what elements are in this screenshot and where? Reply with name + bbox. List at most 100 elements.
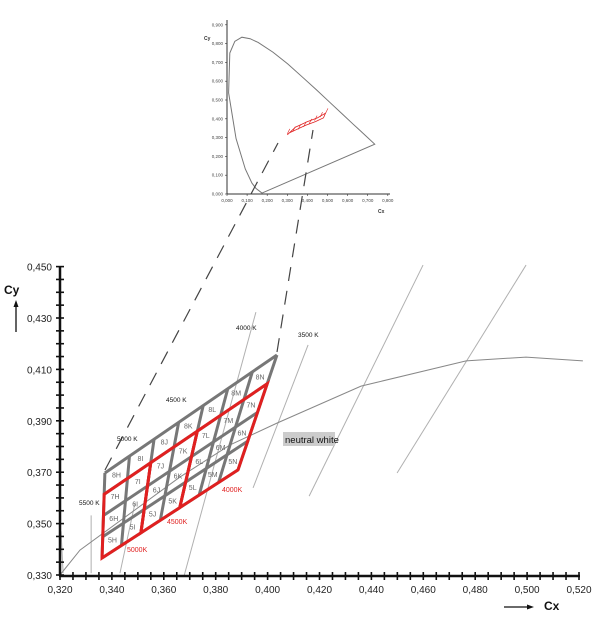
inset-bin-hatch (287, 128, 291, 134)
cct-label-4000: 4000 K (236, 325, 257, 332)
up-arrow-icon (13, 300, 19, 332)
right-arrow-icon (504, 604, 534, 610)
bin-cell-6M: 6M (216, 445, 226, 452)
connector-dashed-right (276, 129, 314, 353)
bin-label-5000k: 5000K (127, 547, 148, 554)
planckian-locus-line (59, 356, 583, 576)
grid-row-line (104, 353, 278, 475)
bin-cell-6L: 6L (195, 459, 203, 466)
bin-cell-8J: 8J (161, 440, 168, 447)
inset-bin-hatch (292, 126, 296, 132)
cct-label-5000: 5000 K (117, 436, 138, 443)
x-tick-label: 0,340 (99, 585, 124, 596)
bin-cell-7H: 7H (111, 494, 120, 501)
bin-cell-5N: 5N (228, 459, 237, 466)
isotherm-line (396, 264, 527, 474)
x-tick-label: 0,400 (255, 585, 280, 596)
inset-y-tick-label: 0,700 (212, 60, 224, 65)
bin-cell-7N: 7N (247, 403, 256, 410)
y-tick-label: 0,430 (27, 314, 52, 325)
x-tick-label: 0,500 (515, 585, 540, 596)
y-tick-label: 0,390 (27, 417, 52, 428)
inset-x-tick-label: 0,800 (382, 198, 394, 203)
bin-cell-6J: 6J (153, 488, 160, 495)
x-tick-label: 0,440 (359, 585, 384, 596)
bin-cell-8K: 8K (184, 423, 193, 430)
spectral-locus (228, 36, 376, 194)
inset-y-tick-label: 0,100 (212, 173, 224, 178)
y-tick-label: 0,350 (27, 520, 52, 531)
inset-x-tick-label: 0,600 (342, 198, 354, 203)
isotherm-line (60, 531, 64, 574)
bin-cell-8H: 8H (112, 472, 121, 479)
grid-column-line (217, 371, 254, 483)
inset-y-tick-label: 0,400 (212, 116, 224, 121)
bin-cell-7I: 7I (135, 479, 141, 486)
cct-label-4500: 4500 K (166, 397, 187, 404)
y-tick-label: 0,370 (27, 468, 52, 479)
x-axis-title: Cx (544, 599, 560, 613)
isotherm-line (183, 311, 257, 577)
bin-cell-6I: 6I (132, 502, 138, 509)
bin-cell-6K: 6K (174, 473, 183, 480)
inset-x-tick-label: 0,000 (221, 198, 233, 203)
bin-cell-7M: 7M (224, 418, 234, 425)
inset-bin-hatch (308, 118, 312, 125)
x-tick-label: 0,520 (566, 585, 591, 596)
inset-bin-hatch (319, 111, 323, 118)
y-axis-title: Cy (4, 283, 20, 297)
inset-bin-hatch (297, 124, 301, 130)
bin-cell-6N: 6N (237, 431, 246, 438)
inset-y-tick-label: 0,000 (212, 192, 224, 197)
bin-cell-5I: 5I (130, 525, 136, 532)
inset-y-tick-label: 0,500 (212, 98, 224, 103)
planckian-locus (59, 356, 583, 576)
cct-label-5500: 5500 K (79, 500, 100, 507)
inset-cie-diagram: 0,000 0,100 0,200 0,300 0,400 0,500 0,600 0,700… (204, 20, 394, 215)
cct-label-3500: 3500 K (298, 332, 319, 339)
inset-y-tick-label: 0,900 (212, 22, 224, 27)
zoom-connector-lines (104, 129, 314, 471)
inset-x-tick-label: 0,200 (262, 198, 274, 203)
bin-label-4000k: 4000K (222, 487, 243, 494)
grid-column-line (119, 455, 131, 546)
bin-group-4000k (177, 379, 271, 511)
y-tick-label: 0,330 (27, 571, 52, 582)
bin-cell-5M: 5M (208, 472, 218, 479)
grid-column-line (197, 388, 230, 496)
grid-row-line (102, 411, 259, 517)
isotherm-line (252, 344, 309, 489)
inset-y-title: Cy (204, 36, 211, 42)
bin-cell-5L: 5L (189, 485, 197, 492)
bin-label-4500k: 4500K (167, 519, 188, 526)
inset-y-tick-label: 0,300 (212, 135, 224, 140)
bin-cell-5J: 5J (149, 511, 156, 518)
inset-x-tick-label: 0,100 (241, 198, 253, 203)
main-axes: 0,320 0,340 0,360 0,380 0,400 0,420 0,440 0,460… (27, 263, 592, 596)
neutral-white-box (283, 432, 335, 446)
bin-cell-8L: 8L (208, 407, 216, 414)
bin-cell-8M: 8M (231, 391, 241, 398)
isotherm-line (119, 502, 136, 574)
x-tick-label: 0,320 (47, 585, 72, 596)
x-tick-label: 0,380 (203, 585, 228, 596)
inset-bin-hatch (303, 121, 307, 127)
x-tick-label: 0,460 (411, 585, 436, 596)
inset-y-tick-label: 0,800 (212, 41, 224, 46)
connector-dashed-left (104, 142, 279, 471)
y-tick-label: 0,450 (27, 263, 52, 274)
x-tick-label: 0,360 (151, 585, 176, 596)
bin-grid: 5H 5I 5J 5K 5L 5M 5N 6H 6I 6J 6K 6L 6M 6N 7H 7I 7J 7K 7L 7M… (100, 353, 279, 561)
inset-x-tick-label: 0,300 (282, 198, 294, 203)
inset-y-tick-label: 0,200 (212, 154, 224, 159)
inset-x-tick-label: 0,400 (302, 198, 314, 203)
x-tick-label: 0,480 (463, 585, 488, 596)
inset-x-tick-label: 0,500 (322, 198, 334, 203)
inset-bin-hatch (325, 108, 329, 114)
isotherm-lines (60, 264, 527, 577)
isotherm-line (308, 264, 424, 497)
inset-bin-region (287, 112, 327, 136)
x-tick-label: 0,420 (307, 585, 332, 596)
bin-cell-7J: 7J (157, 464, 164, 471)
